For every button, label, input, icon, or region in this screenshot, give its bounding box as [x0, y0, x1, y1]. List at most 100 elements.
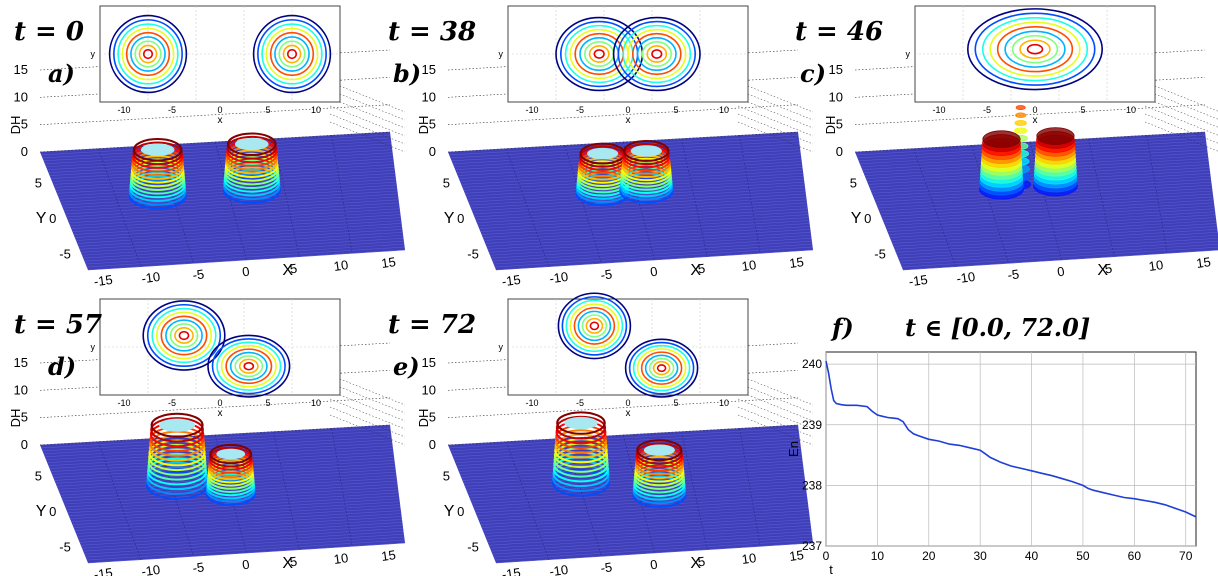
peak-layer	[551, 469, 610, 497]
peak-layer	[634, 455, 684, 480]
side-grid-line	[737, 113, 814, 145]
x-tick-label: -5	[192, 266, 206, 282]
y-tick-label: 238	[802, 478, 822, 492]
peak-layer	[223, 169, 281, 197]
peak-layer	[621, 157, 672, 182]
y-tick-label: 0	[49, 211, 56, 226]
contour-line	[628, 341, 695, 395]
contour-inset: -10 -5 0 5 10 x y	[906, 5, 1156, 126]
peak-layer	[147, 457, 208, 486]
peak-layer	[982, 130, 1021, 149]
contour-line	[286, 48, 298, 60]
contour-line	[646, 45, 668, 63]
contour-line	[588, 45, 610, 63]
peak-layer	[1014, 127, 1028, 134]
contour-x-tick: 5	[265, 105, 270, 115]
x-tick-label: 5	[289, 261, 298, 277]
mesh-line	[41, 134, 391, 156]
mesh-line	[495, 542, 814, 564]
contour-line	[557, 292, 632, 360]
contour-line	[165, 319, 203, 352]
panel-label: c)	[800, 59, 826, 88]
grid-line	[1088, 138, 1115, 257]
contour-x-tick: -5	[983, 105, 991, 115]
contour-x-tick: 5	[673, 398, 678, 408]
peak-layer	[130, 165, 186, 191]
z-tick-label: 0	[836, 144, 843, 159]
contour-line	[624, 338, 699, 398]
z-tick-label: 15	[422, 62, 436, 77]
y-tick-label: 0	[49, 504, 56, 519]
y-tick-label: -5	[59, 246, 71, 261]
contour-line	[565, 299, 624, 353]
time-label: t = 0	[14, 17, 84, 47]
x-tick-label: -15	[908, 272, 929, 289]
surface-peak	[575, 142, 630, 207]
side-grid-line	[737, 81, 814, 113]
x-tick-label: -10	[140, 562, 161, 576]
surface-floor	[448, 425, 813, 563]
contour-line	[974, 12, 1096, 86]
contour-line	[238, 358, 259, 374]
contour-inset: -10 -5 0 5 10 x y	[499, 292, 749, 419]
contour-x-tick: 10	[311, 105, 321, 115]
x-tick-label: 5	[697, 554, 706, 570]
peak-layer	[132, 141, 183, 166]
contour-line	[130, 36, 166, 72]
z-axis-label: DH	[416, 409, 431, 428]
wall-grid-line	[854, 131, 1206, 153]
contour-line	[207, 334, 291, 398]
time-label: t = 72	[388, 310, 476, 340]
contour-line	[627, 28, 687, 80]
surface-peak	[222, 132, 281, 204]
contour-line	[581, 314, 608, 338]
x-tick-label: 60	[1128, 549, 1142, 563]
contour-line	[113, 19, 183, 89]
z-tick-label: 5	[21, 117, 28, 132]
contour-line	[967, 8, 1103, 91]
x-tick-label: 0	[649, 557, 658, 573]
mesh-line	[41, 427, 391, 449]
energy-chart: f) t ∈ [0.0, 72.0] 0 10 20 30 40 50 60 70 237 238 23…	[786, 313, 1197, 576]
contour-line	[142, 48, 154, 60]
contour-x-tick: 5	[673, 105, 678, 115]
side-grid-line	[1144, 89, 1218, 120]
x-tick-label: 15	[380, 547, 396, 564]
z-tick-label: 15	[422, 355, 436, 370]
contour-x-label: x	[626, 408, 631, 419]
x-tick-label: 10	[333, 550, 349, 567]
contour-x-tick: -5	[168, 398, 176, 408]
contour-y-label: y	[91, 342, 96, 352]
z-tick-label: 10	[422, 89, 436, 104]
contour-line	[652, 360, 671, 376]
contour-line	[989, 21, 1081, 77]
peak-layer	[131, 155, 185, 180]
grid-line	[98, 441, 142, 560]
peak-layer	[622, 142, 670, 166]
x-tick-label: -5	[1007, 266, 1021, 282]
contour-x-tick: -5	[576, 105, 584, 115]
grid-line	[681, 138, 708, 257]
z-tick-label: 10	[14, 89, 28, 104]
side-grid-line	[329, 414, 406, 446]
y-tick-label: 5	[35, 469, 42, 484]
peak-cap	[216, 448, 246, 460]
peak-layer	[146, 461, 208, 491]
grid-line	[156, 145, 194, 264]
contour-line	[641, 41, 673, 67]
y-axis-label: Y	[36, 210, 47, 227]
grid-line	[681, 431, 708, 550]
x-tick-label: 0	[241, 264, 250, 280]
peak-cap	[564, 416, 598, 430]
peak-layer	[1015, 112, 1027, 118]
peak-layer	[148, 443, 207, 472]
x-tick-label: -5	[600, 266, 614, 282]
y-tick-label: -5	[874, 246, 886, 261]
contour-line	[138, 44, 158, 64]
contour-line	[636, 36, 677, 72]
peak-cap	[587, 147, 619, 160]
surface-peak	[1033, 127, 1078, 197]
grid-line	[971, 145, 1009, 264]
x-axis-label: X	[690, 555, 701, 572]
